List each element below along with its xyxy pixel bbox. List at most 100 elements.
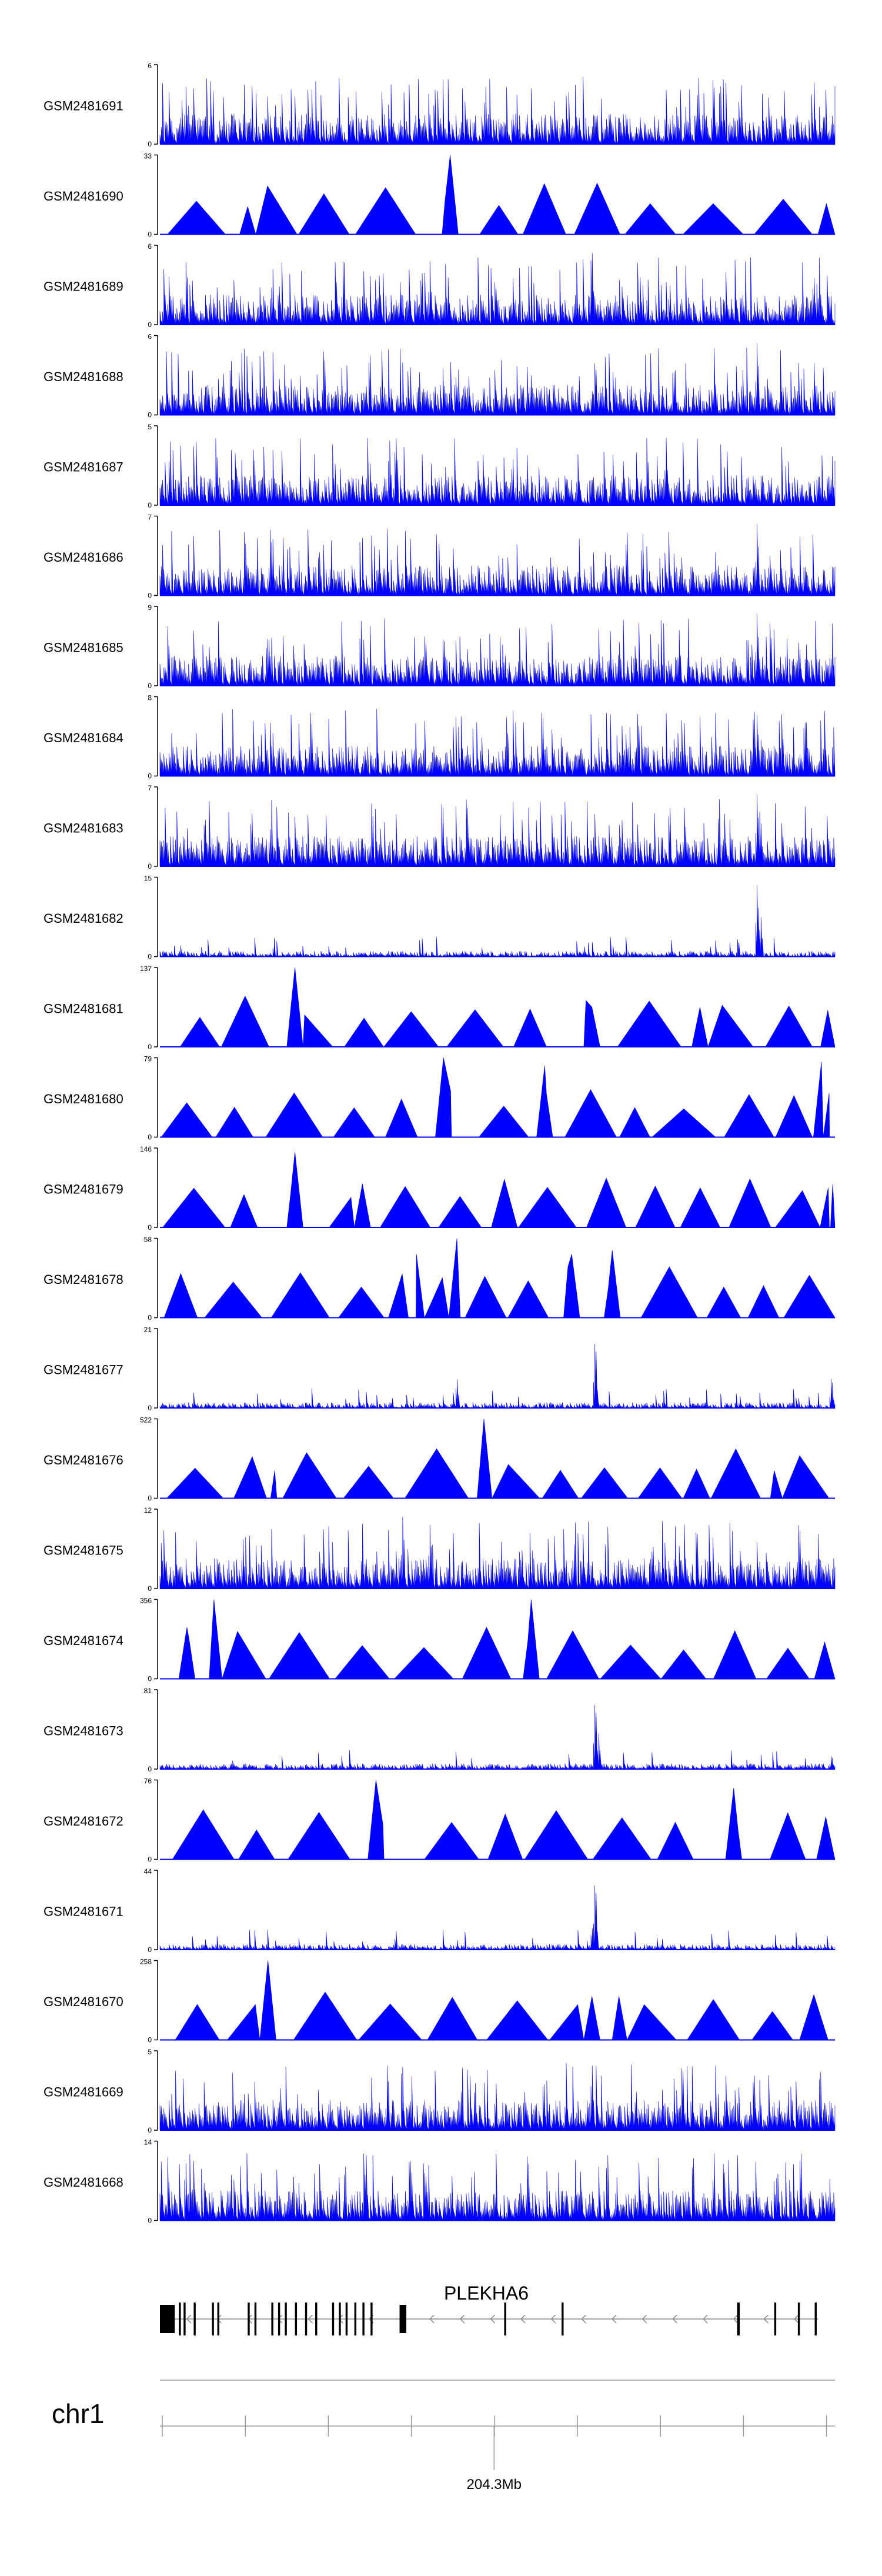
- y-axis-max-label: 6: [148, 62, 152, 70]
- track-label: GSM2481681: [44, 1002, 123, 1016]
- track-label: GSM2481673: [44, 1724, 123, 1739]
- track-label: GSM2481676: [44, 1453, 123, 1467]
- exon: [315, 2303, 318, 2335]
- y-axis-max-label: 8: [148, 694, 152, 702]
- track-GSM2481675: GSM2481675 12 0: [44, 1506, 836, 1593]
- strand-arrow: [581, 2314, 587, 2324]
- track-GSM2481680: GSM2481680 79 0: [44, 1055, 835, 1142]
- track-signal: [159, 343, 836, 415]
- y-axis-max-label: 6: [148, 333, 152, 341]
- track-signal: [159, 252, 836, 325]
- track-label: GSM2481686: [44, 550, 123, 565]
- y-axis-min-label: 0: [148, 953, 152, 961]
- axis-tick-label: 204.3Mb: [467, 2477, 522, 2492]
- track-GSM2481686: GSM2481686 7 0: [44, 513, 836, 600]
- strand-arrow: [459, 2314, 465, 2324]
- exon: [179, 2303, 181, 2335]
- exon: [504, 2303, 506, 2335]
- genome-axis-track: chr1 204.3Mb: [52, 2380, 835, 2492]
- y-axis-min-label: 0: [148, 1404, 152, 1412]
- exon: [362, 2303, 365, 2335]
- track-GSM2481674: GSM2481674 356 0: [44, 1597, 836, 1683]
- y-axis-max-label: 15: [144, 875, 152, 883]
- exon: [183, 2303, 186, 2335]
- track-GSM2481687: GSM2481687 5 0: [44, 423, 836, 509]
- y-axis-max-label: 9: [148, 603, 152, 612]
- exon: [354, 2303, 357, 2335]
- y-axis-min-label: 0: [148, 1675, 152, 1683]
- track-GSM2481668: GSM2481668 14 0: [44, 2138, 836, 2225]
- y-axis-min-label: 0: [148, 862, 152, 870]
- y-axis-min-label: 0: [148, 1856, 152, 1864]
- exon: [370, 2303, 373, 2335]
- track-GSM2481688: GSM2481688 6 0: [44, 333, 836, 419]
- track-GSM2481682: GSM2481682 15 0: [44, 875, 836, 961]
- track-label: GSM2481682: [44, 911, 123, 926]
- exon: [399, 2305, 407, 2333]
- y-axis-min-label: 0: [148, 592, 152, 600]
- y-axis-min-label: 0: [148, 501, 152, 509]
- track-GSM2481690: GSM2481690 33 0: [44, 152, 836, 239]
- track-label: GSM2481687: [44, 460, 123, 475]
- track-GSM2481669: GSM2481669 5 0: [44, 2048, 836, 2134]
- strand-arrow: [490, 2314, 496, 2324]
- track-GSM2481673: GSM2481673 81 0: [44, 1687, 836, 1773]
- track-signal: [159, 76, 836, 145]
- strand-arrow: [612, 2314, 617, 2324]
- y-axis-max-label: 44: [144, 1867, 152, 1876]
- track-GSM2481691: GSM2481691 6 0: [44, 62, 836, 148]
- track-signal: [159, 2063, 836, 2131]
- exon: [160, 2305, 175, 2333]
- y-axis-max-label: 7: [148, 513, 152, 522]
- exon: [305, 2303, 308, 2335]
- exon: [217, 2303, 220, 2335]
- chromosome-label: chr1: [52, 2398, 104, 2429]
- y-axis-max-label: 14: [144, 2138, 152, 2147]
- y-axis-min-label: 0: [148, 2217, 152, 2225]
- track-label: GSM2481683: [44, 821, 123, 836]
- y-axis-min-label: 0: [148, 2036, 152, 2044]
- track-GSM2481681: GSM2481681 137 0: [44, 965, 836, 1051]
- y-axis-max-label: 81: [144, 1687, 152, 1695]
- y-axis-max-label: 7: [148, 784, 152, 792]
- y-axis-max-label: 5: [148, 2048, 152, 2056]
- track-label: GSM2481684: [44, 730, 123, 745]
- track-label: GSM2481674: [44, 1633, 123, 1648]
- y-axis-min-label: 0: [148, 1946, 152, 1954]
- strand-arrow: [733, 2314, 739, 2324]
- track-label: GSM2481675: [44, 1543, 123, 1558]
- exon: [562, 2303, 564, 2335]
- track-label: GSM2481691: [44, 99, 123, 114]
- track-label: GSM2481685: [44, 640, 123, 655]
- y-axis-min-label: 0: [148, 1765, 152, 1773]
- track-label: GSM2481680: [44, 1092, 123, 1106]
- exon: [285, 2303, 287, 2335]
- exon: [193, 2303, 196, 2335]
- track-signal: [159, 523, 836, 596]
- exon: [737, 2303, 740, 2335]
- y-axis-min-label: 0: [148, 1314, 152, 1322]
- exon: [332, 2303, 335, 2335]
- track-GSM2481685: GSM2481685 9 0: [44, 603, 836, 690]
- track-signal: [159, 613, 836, 686]
- exon: [814, 2303, 817, 2335]
- track-label: GSM2481669: [44, 2085, 123, 2100]
- y-axis-min-label: 0: [148, 772, 152, 780]
- y-axis-max-label: 258: [140, 1958, 152, 1966]
- track-label: GSM2481671: [44, 1904, 123, 1919]
- exon: [248, 2303, 250, 2335]
- y-axis-max-label: 146: [140, 1145, 152, 1153]
- y-axis-min-label: 0: [148, 321, 152, 329]
- y-axis-min-label: 0: [148, 1584, 152, 1593]
- strand-arrow: [672, 2314, 678, 2324]
- track-signal: [159, 1516, 836, 1589]
- y-axis-max-label: 12: [144, 1506, 152, 1514]
- track-label: GSM2481677: [44, 1363, 123, 1377]
- y-axis-min-label: 0: [148, 682, 152, 690]
- strand-arrow: [429, 2314, 435, 2324]
- exon: [797, 2303, 800, 2335]
- track-label: GSM2481688: [44, 369, 123, 384]
- track-GSM2481677: GSM2481677 21 0: [44, 1326, 836, 1412]
- y-axis-min-label: 0: [148, 231, 152, 239]
